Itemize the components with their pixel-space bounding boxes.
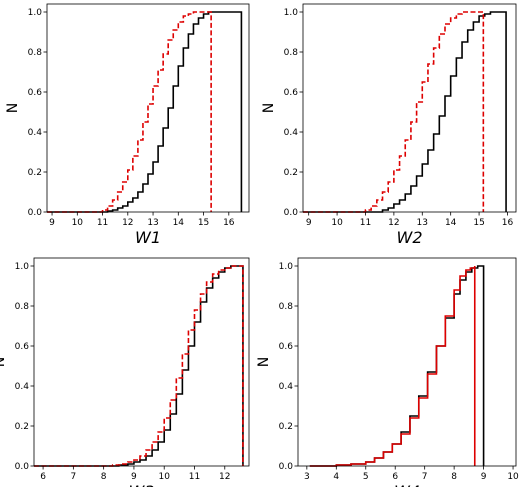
x-tick-label: 3	[304, 472, 310, 482]
x-tick-label: 11	[97, 218, 108, 228]
y-tick-label: 0.4	[279, 382, 294, 392]
x-tick-label: 8	[451, 472, 457, 482]
x-axis-label: W1	[135, 228, 161, 247]
y-tick-label: 1.0	[279, 262, 294, 272]
axes-frame	[33, 257, 250, 467]
chart-panel-4: 3 4 5 6 7 8 9 10 0.0 0.2 0.4 0.6 0.8 1.0 W4 N	[256, 257, 519, 491]
x-tick-label: 12	[388, 218, 399, 228]
y-tick-label: 0.0	[15, 462, 30, 472]
x-tick-label: 15	[473, 218, 484, 228]
chart-panel-2: 9 10 11 12 13 14 15 16 0.0 0.2 0.4 0.6 0.8 1.0 W2 N	[261, 3, 517, 247]
y-tick-label: 0.8	[279, 302, 294, 312]
y-axis-label: N	[0, 357, 8, 367]
x-axis-label: W4	[394, 482, 420, 487]
y-tick-label: 0.4	[284, 128, 299, 138]
x-tick-label: 13	[147, 218, 158, 228]
x-tick-label: 12	[122, 218, 133, 228]
y-tick-label: 0.0	[279, 462, 294, 472]
y-tick-label: 0.0	[284, 208, 299, 218]
x-tick-label: 7	[422, 472, 428, 482]
y-tick-label: 0.2	[279, 422, 293, 432]
x-axis-label: W2	[397, 228, 423, 247]
y-tick-label: 0.6	[279, 342, 294, 352]
y-tick-label: 0.8	[28, 48, 43, 58]
x-tick-label: 10	[507, 472, 519, 482]
x-tick-label: 6	[392, 472, 398, 482]
axes-frame	[302, 3, 517, 213]
y-axis-label: N	[261, 103, 277, 113]
x-tick-label: 7	[70, 472, 76, 482]
x-tick-label: 16	[223, 218, 235, 228]
series-line-1	[303, 11, 507, 213]
y-tick-label: 0.2	[15, 422, 29, 432]
x-tick-label: 11	[189, 472, 200, 482]
chart-panel-1: 9 10 11 12 13 14 15 16 0.0 0.2 0.4 0.6 0.8 1.0 W1 N	[5, 3, 250, 247]
x-axis-label: W3	[129, 482, 155, 487]
y-tick-label: 0.4	[28, 128, 43, 138]
x-tick-label: 4	[333, 472, 339, 482]
x-tick-label: 14	[173, 218, 185, 228]
x-tick-label: 9	[306, 218, 312, 228]
x-tick-label: 10	[72, 218, 84, 228]
y-tick-label: 1.0	[284, 8, 299, 18]
x-tick-label: 9	[481, 472, 487, 482]
series-line-2	[47, 11, 212, 213]
y-tick-label: 0.8	[284, 48, 299, 58]
series-line-2	[34, 265, 244, 467]
x-tick-label: 11	[360, 218, 371, 228]
x-tick-label: 15	[198, 218, 209, 228]
y-tick-label: 0.2	[28, 168, 42, 178]
y-tick-label: 0.6	[28, 88, 43, 98]
axes-frame	[297, 257, 517, 467]
y-tick-label: 0.6	[15, 342, 30, 352]
series-line-2	[309, 266, 476, 467]
y-axis-label: N	[256, 357, 272, 367]
y-tick-label: 0.2	[284, 168, 298, 178]
chart-panel-3: 6 7 8 9 10 11 12 0.0 0.2 0.4 0.6 0.8 1.0 W3 N	[0, 257, 250, 491]
x-tick-label: 9	[49, 218, 55, 228]
y-tick-label: 0.6	[284, 88, 299, 98]
x-tick-label: 12	[219, 472, 230, 482]
x-tick-label: 8	[101, 472, 107, 482]
series-line-1	[47, 11, 243, 213]
series-line-1	[309, 265, 485, 467]
y-tick-label: 0.8	[15, 302, 30, 312]
x-tick-label: 10	[158, 472, 170, 482]
y-tick-label: 0.4	[15, 382, 30, 392]
axes-frame	[46, 3, 250, 213]
y-tick-label: 0.0	[28, 208, 43, 218]
series-line-1	[34, 265, 244, 467]
x-tick-label: 6	[40, 472, 46, 482]
y-tick-label: 1.0	[15, 262, 30, 272]
x-tick-label: 9	[131, 472, 137, 482]
x-tick-label: 16	[502, 218, 514, 228]
x-tick-label: 10	[331, 218, 343, 228]
x-tick-label: 13	[417, 218, 428, 228]
series-line-2	[303, 11, 485, 213]
x-tick-label: 14	[445, 218, 457, 228]
y-tick-label: 1.0	[28, 8, 43, 18]
y-axis-label: N	[5, 103, 21, 113]
x-tick-label: 5	[363, 472, 369, 482]
